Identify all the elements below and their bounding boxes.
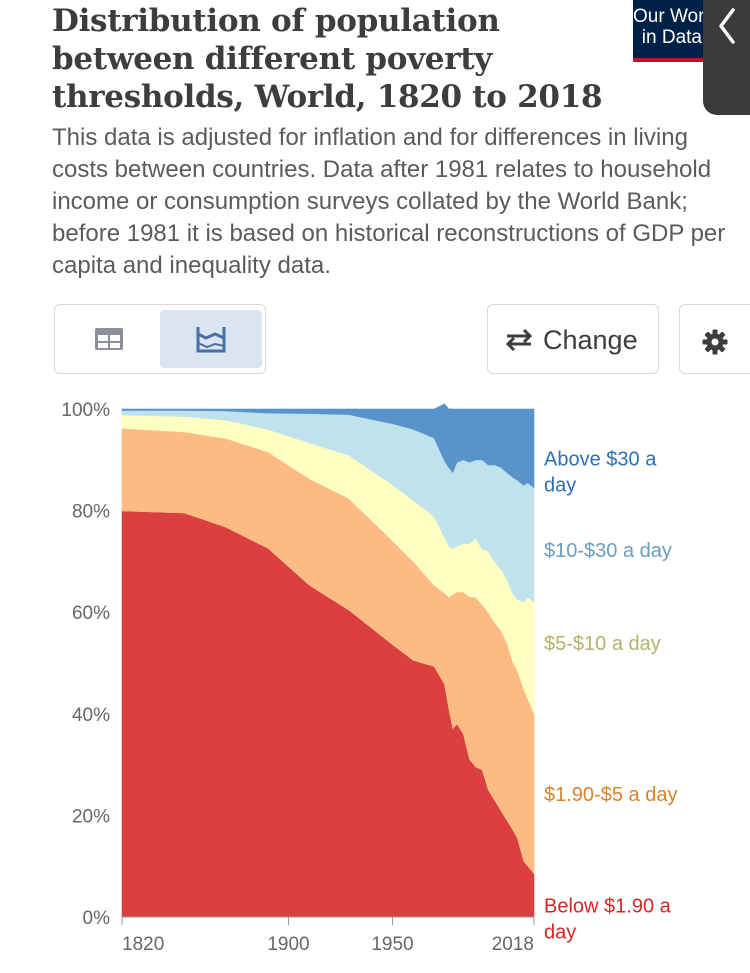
y-tick-label: 20% xyxy=(72,806,110,827)
legend-label: $10-$30 a day xyxy=(544,540,672,562)
chart-subtitle: This data is adjusted for inflation and … xyxy=(52,124,726,279)
legend-label: Below $1.90 a xyxy=(544,895,672,917)
gear-icon xyxy=(702,329,728,355)
x-tick-label: 1820 xyxy=(122,934,164,955)
x-tick-label: 1950 xyxy=(371,934,413,955)
legend-label: day xyxy=(544,474,576,496)
owid-logo[interactable]: Our World in Data xyxy=(633,0,713,62)
poverty-area-chart: 0% 20% 40% 60% 80% 100% 1820 1900 1950 2018 Below … xyxy=(61,400,677,955)
legend-label: $1.90-$5 a day xyxy=(544,784,677,806)
y-tick-label: 40% xyxy=(72,705,110,726)
view-toggle xyxy=(54,304,266,374)
chart-view-button[interactable] xyxy=(160,310,262,368)
legend-label: day xyxy=(544,921,576,943)
chart-title: Distribution of population between diffe… xyxy=(52,2,612,116)
change-entity-button[interactable]: Change xyxy=(487,304,659,374)
logo-line: Our World xyxy=(633,6,713,27)
title-line: thresholds, World, 1820 to 2018 xyxy=(52,79,603,115)
legend-label: Above $30 a xyxy=(544,448,657,470)
logo-line: in Data xyxy=(641,27,702,48)
y-tick-label: 60% xyxy=(72,603,110,624)
settings-button[interactable] xyxy=(679,304,750,374)
area-series xyxy=(121,403,535,489)
side-panel-tab[interactable] xyxy=(703,0,750,115)
y-tick-label: 80% xyxy=(72,502,110,523)
x-tick-label: 1900 xyxy=(267,934,309,955)
y-tick-label: 100% xyxy=(61,400,110,421)
change-label: Change xyxy=(543,325,638,355)
chart-icon xyxy=(196,327,226,353)
y-tick-label: 0% xyxy=(83,908,111,929)
table-icon xyxy=(95,328,123,350)
chevron-left-icon xyxy=(719,8,735,44)
title-line: Distribution of population xyxy=(52,3,500,39)
legend-label: $5-$10 a day xyxy=(544,633,661,655)
x-tick-label: 2018 xyxy=(492,934,534,955)
table-view-button[interactable] xyxy=(61,310,157,368)
title-line: between different poverty xyxy=(52,41,492,77)
swap-arrows-icon xyxy=(505,329,533,351)
